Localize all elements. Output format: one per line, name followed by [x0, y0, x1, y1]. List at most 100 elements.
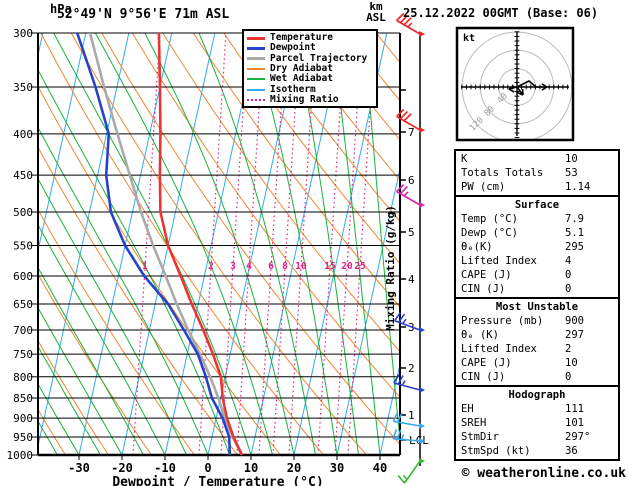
legend-label: Temperature — [270, 32, 333, 44]
stat-label: StmDir — [461, 431, 499, 443]
stat-label: CAPE (J) — [461, 269, 512, 281]
wind-barb — [392, 411, 425, 429]
stat-label: θₑ(K) — [461, 241, 493, 253]
stat-value: 900 — [565, 315, 584, 327]
svg-text:1000: 1000 — [7, 449, 34, 462]
stat-value: 2 — [565, 343, 572, 355]
stat-row: Dewp (°C) 5.1 — [456, 226, 618, 240]
svg-text:kt: kt — [463, 33, 475, 44]
wind-barb — [393, 373, 425, 393]
stat-label: Totals Totals — [461, 167, 544, 179]
stat-label: Temp (°C) — [461, 213, 518, 225]
svg-text:-20: -20 — [111, 461, 133, 475]
svg-text:Mixing Ratio (g/kg): Mixing Ratio (g/kg) — [384, 205, 397, 331]
svg-text:950: 950 — [13, 431, 33, 444]
svg-text:650: 650 — [13, 298, 33, 311]
legend-item: Wet Adiabat — [247, 74, 373, 84]
svg-text:5: 5 — [408, 226, 415, 239]
stat-label: CAPE (J) — [461, 357, 512, 369]
legend-swatch-isotherm — [247, 88, 265, 91]
legend: Temperature Dewpoint Parcel Trajectory Dry … — [242, 29, 378, 109]
stat-value: 53 — [565, 167, 578, 179]
svg-text:550: 550 — [13, 239, 33, 252]
stats-box-title: Hodograph — [508, 389, 566, 401]
legend-item: Isotherm — [247, 84, 373, 94]
legend-swatch-parcel-trajectory — [247, 57, 265, 61]
datetime-label: 25.12.2022 00GMT (Base: 06) — [403, 6, 599, 20]
stat-row: K 10 — [456, 152, 618, 166]
svg-text:25: 25 — [354, 261, 366, 272]
svg-text:4: 4 — [246, 261, 252, 272]
wind-barb — [396, 183, 425, 208]
legend-item: Dry Adiabat — [247, 64, 373, 74]
svg-text:3: 3 — [230, 261, 236, 272]
stat-value: 5.1 — [565, 227, 584, 239]
stat-row: CIN (J) 0 — [456, 370, 618, 384]
svg-text:6: 6 — [268, 261, 274, 272]
stat-row: Pressure (mb) 900 — [456, 314, 618, 328]
watermark: © weatheronline.co.uk — [461, 466, 626, 481]
stat-row: SREH 101 — [456, 416, 618, 430]
altitude-unit-km: km — [369, 0, 383, 13]
svg-text:40: 40 — [373, 461, 387, 475]
svg-text:-10: -10 — [154, 461, 176, 475]
stat-value: 297° — [565, 431, 591, 443]
legend-label: Wet Adiabat — [270, 73, 333, 85]
stat-value: 4 — [565, 255, 572, 267]
pressure-axis-unit: hPa — [50, 2, 72, 16]
stat-row: θₑ (K) 297 — [456, 328, 618, 342]
svg-text:750: 750 — [13, 348, 33, 361]
legend-label: Isotherm — [270, 83, 316, 95]
svg-text:10: 10 — [295, 261, 307, 272]
stat-value: 111 — [565, 403, 584, 415]
wind-barb — [397, 458, 425, 484]
legend-label: Dry Adiabat — [270, 63, 333, 75]
stat-row: EH 111 — [456, 402, 618, 416]
svg-text:350: 350 — [13, 81, 33, 94]
svg-text:850: 850 — [13, 392, 33, 405]
svg-text:900: 900 — [13, 412, 33, 425]
stat-value: 36 — [565, 445, 578, 457]
svg-text:20: 20 — [341, 261, 353, 272]
stat-label: SREH — [461, 417, 487, 429]
stat-label: Dewp (°C) — [461, 227, 518, 239]
stat-label: θₑ (K) — [461, 329, 499, 341]
stats-box-title: Most Unstable — [495, 301, 579, 313]
svg-text:600: 600 — [13, 270, 33, 283]
legend-swatch-dry-adiabat — [247, 68, 265, 71]
legend-swatch-wet-adiabat — [247, 78, 265, 81]
stat-label: K — [461, 153, 468, 165]
altitude-axis-unit: km ASL — [360, 1, 392, 23]
stat-label: StmSpd (kt) — [461, 445, 531, 457]
wind-barb — [393, 312, 425, 333]
legend-item: Mixing Ratio — [247, 93, 373, 105]
svg-text:30: 30 — [330, 461, 344, 475]
svg-text:1: 1 — [142, 261, 148, 272]
stats-panels: K 10 Totals Totals 53 PW (cm) 1.14 Surface Temp… — [454, 149, 620, 461]
stat-label: EH — [461, 403, 474, 415]
svg-text:10: 10 — [244, 461, 258, 475]
stat-row: Lifted Index 4 — [456, 254, 618, 268]
stat-row: StmDir 297° — [456, 430, 618, 444]
svg-text:4: 4 — [408, 273, 415, 286]
stat-row: StmSpd (kt) 36 — [456, 444, 618, 458]
stat-row: CIN (J) 0 — [456, 282, 618, 296]
stat-value: 0 — [565, 269, 572, 281]
wind-barb — [396, 108, 425, 133]
stats-box-hodograph: Hodograph EH 111 SREH 101 StmDir 297° StmSpd (k… — [454, 385, 620, 461]
legend-label: Mixing Ratio — [270, 93, 339, 105]
stat-value: 10 — [565, 357, 578, 369]
legend-swatch-mixing-ratio — [247, 98, 265, 101]
wind-barb — [396, 12, 425, 37]
svg-text:1: 1 — [408, 409, 415, 422]
svg-text:500: 500 — [13, 206, 33, 219]
stat-label: CIN (J) — [461, 371, 506, 383]
svg-text:2: 2 — [408, 362, 415, 375]
stats-box-most-unstable: Most Unstable Pressure (mb) 900 θₑ (K) 297 Li… — [454, 297, 620, 387]
legend-swatch-dewpoint — [247, 46, 265, 50]
stat-label: Pressure (mb) — [461, 315, 544, 327]
stat-row: Lifted Index 2 — [456, 342, 618, 356]
stat-row: θₑ(K) 295 — [456, 240, 618, 254]
stat-row: Totals Totals 53 — [456, 166, 618, 180]
